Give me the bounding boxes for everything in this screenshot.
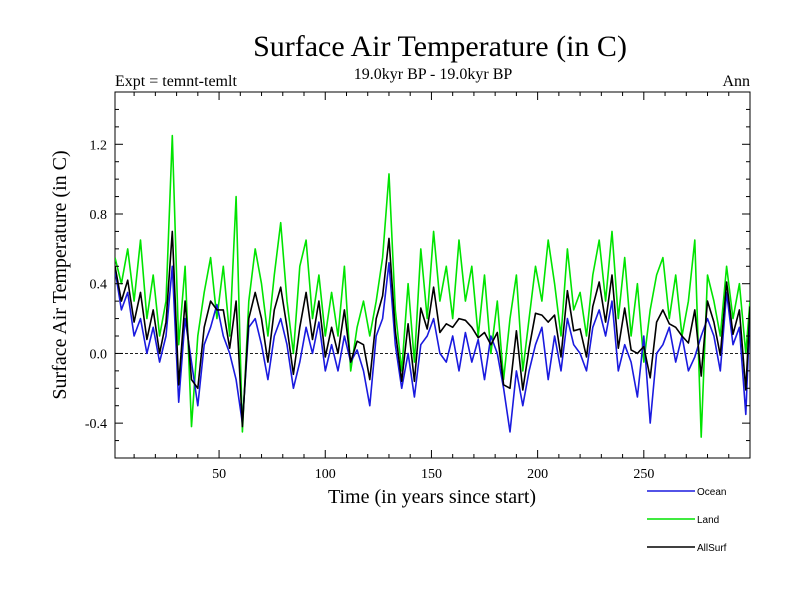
x-tick-label: 100	[315, 467, 336, 482]
y-tick-label: 1.2	[90, 138, 108, 153]
y-axis-label: Surface Air Temperature (in C)	[49, 150, 71, 399]
x-tick-label: 150	[421, 467, 442, 482]
y-tick-label: 0.8	[90, 208, 108, 223]
legend-label-land: Land	[697, 515, 719, 526]
series-line-allsurf	[115, 230, 750, 428]
plot-frame	[114, 91, 751, 459]
x-tick-labels: 50 100 150 200 250	[212, 467, 654, 482]
axis-ticks	[115, 92, 750, 458]
series-group	[115, 134, 750, 438]
y-tick-label: 0.0	[90, 347, 108, 362]
chart-title: Surface Air Temperature (in C)	[253, 30, 627, 63]
y-tick-labels: -0.4 0.0 0.4 0.8 1.2	[85, 138, 107, 432]
legend: Ocean Land AllSurf	[647, 487, 727, 554]
x-axis-label: Time (in years since start)	[328, 486, 536, 508]
series-line-land	[115, 134, 750, 438]
season-label: Ann	[722, 73, 750, 90]
x-tick-label: 250	[633, 467, 654, 482]
x-tick-label: 50	[212, 467, 226, 482]
chart-subtitle: 19.0kyr BP - 19.0kyr BP	[354, 66, 513, 83]
legend-label-ocean: Ocean	[697, 487, 726, 498]
y-tick-label: -0.4	[85, 417, 107, 432]
y-tick-label: 0.4	[90, 278, 108, 293]
x-tick-label: 200	[527, 467, 548, 482]
series-line-ocean	[115, 261, 750, 433]
experiment-label: Expt = temnt-temlt	[115, 73, 237, 90]
legend-label-allsurf: AllSurf	[697, 543, 727, 554]
